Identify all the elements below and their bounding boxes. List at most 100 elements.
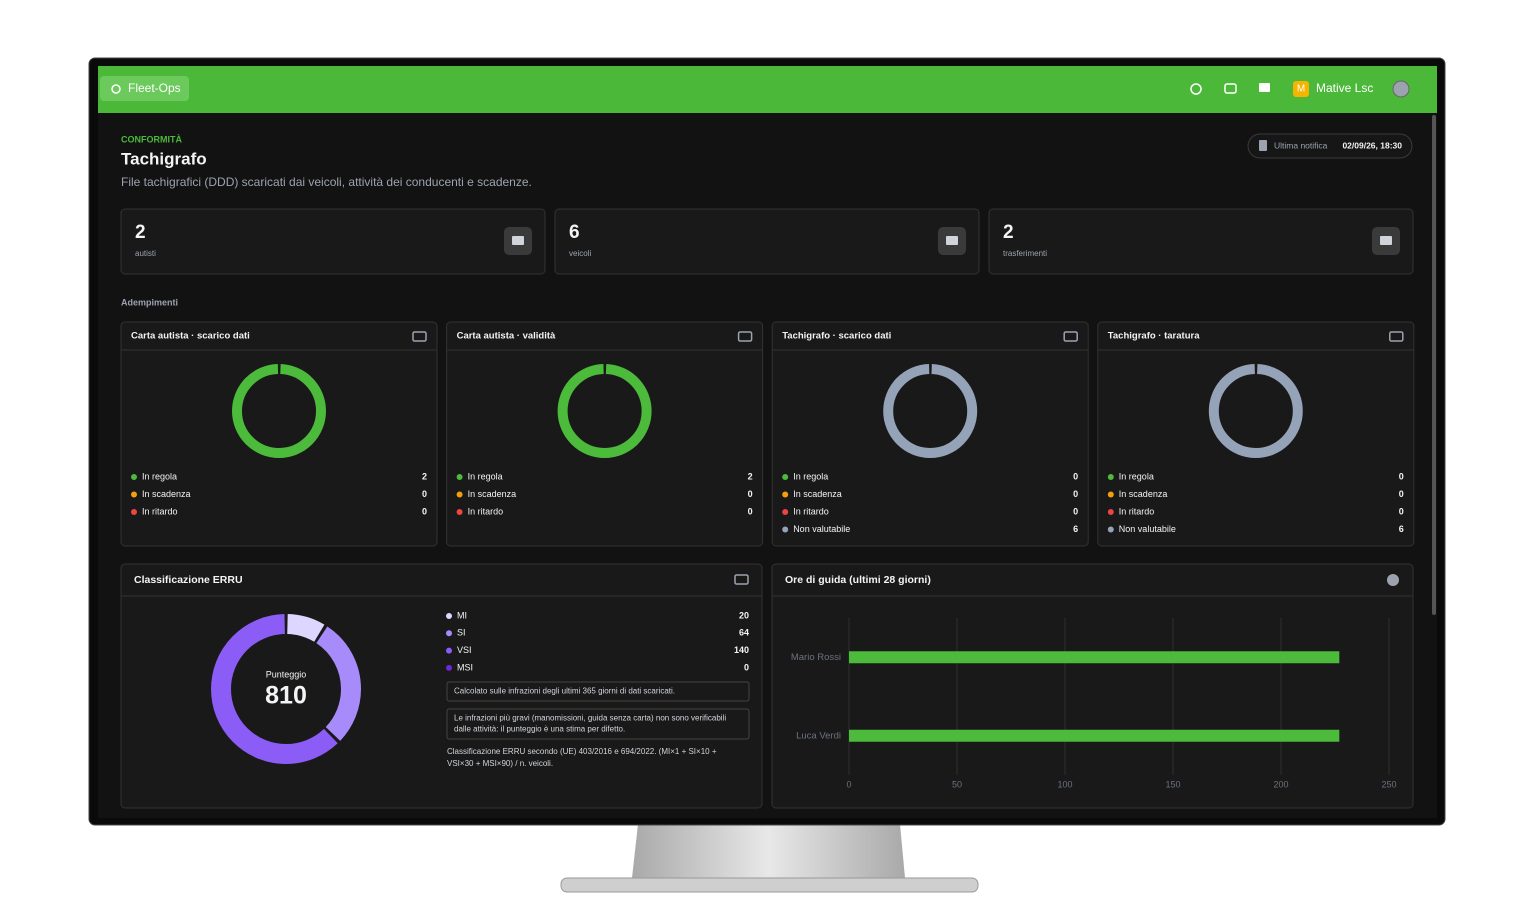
footnote: VSI×30 + MSI×90) / n. veicoli. [447, 759, 553, 768]
legend-label: In regola [793, 471, 828, 481]
card-title: Tachigrafo · scarico dati [782, 331, 891, 342]
legend-dot [1107, 474, 1114, 480]
legend-label: In ritardo [142, 506, 178, 516]
legend-value: 0 [748, 506, 753, 516]
legend-value: 0 [1073, 489, 1078, 499]
user-badge[interactable] [1293, 81, 1309, 97]
kpi-icon-glyph [946, 236, 958, 245]
card-title: Classificazione ERRU [134, 574, 243, 586]
notification-label: Ultima notifica [1274, 140, 1328, 150]
legend-value: 6 [1073, 524, 1078, 534]
card-icon [412, 331, 427, 342]
page-subtitle: File tachigrafici (DDD) scaricati dai ve… [121, 175, 532, 189]
donut-segment [883, 364, 978, 458]
legend-value: 0 [1073, 506, 1078, 516]
legend-label: In scadenza [1119, 489, 1168, 499]
chat-icon[interactable] [1259, 83, 1270, 92]
legend-value: 0 [744, 662, 749, 672]
card-icon [1063, 331, 1078, 342]
x-tick-label: 150 [1165, 779, 1180, 789]
inbox-icon[interactable] [1224, 83, 1237, 94]
legend-dot [782, 474, 789, 480]
language-icon[interactable] [1190, 83, 1202, 95]
card-icon [734, 574, 749, 585]
legend-value: 140 [734, 645, 749, 655]
scrollbar [1432, 115, 1436, 615]
legend-label: Non valutabile [1119, 524, 1176, 534]
user-initial: M [1297, 84, 1305, 95]
legend-dot [1107, 526, 1114, 533]
card [446, 321, 764, 547]
donut-segment [211, 614, 361, 764]
kpi-label: trasferimenti [1003, 249, 1047, 258]
card-icon [1387, 574, 1399, 586]
kpi-value: 2 [135, 222, 146, 243]
x-tick-label: 100 [1057, 779, 1072, 789]
legend-dot [131, 474, 137, 480]
donut-segment [232, 364, 326, 458]
note-text: Calcolato sulle infrazioni degli ultimi … [454, 687, 675, 696]
legend-label: Non valutabile [793, 524, 850, 534]
section-heading: Adempimenti [121, 297, 178, 307]
note-text: dalle attività: il punteggio è una stima… [454, 725, 625, 734]
legend-value: 64 [739, 628, 749, 638]
brand-button[interactable] [100, 76, 189, 101]
legend-value: 2 [422, 471, 427, 481]
legend-label: In ritardo [468, 506, 504, 516]
card [1097, 321, 1415, 547]
legend-label: In ritardo [793, 506, 829, 516]
legend-label: In regola [468, 471, 503, 481]
page-title: Tachigrafo [121, 149, 207, 168]
avatar[interactable] [1392, 80, 1410, 98]
score-value: 810 [265, 682, 307, 710]
legend-dot [131, 509, 137, 515]
card-title: Tachigrafo · taratura [1108, 331, 1200, 342]
monitor-base [560, 877, 979, 893]
legend-value: 0 [1399, 489, 1404, 499]
legend-value: 0 [748, 489, 753, 499]
card [771, 321, 1089, 547]
user-name[interactable]: Mative Lsc [1316, 81, 1373, 95]
kpi-icon-glyph [512, 236, 524, 245]
legend-dot [446, 647, 452, 654]
x-tick-label: 50 [952, 779, 962, 789]
donut-segment [211, 614, 361, 764]
legend-label: In ritardo [1119, 506, 1155, 516]
monitor-neck [632, 824, 905, 878]
legend-dot [456, 509, 463, 515]
legend-value: 0 [422, 506, 427, 516]
x-tick-label: 200 [1273, 779, 1288, 789]
legend-dot [1107, 509, 1114, 515]
card [771, 563, 1414, 809]
legend-dot [782, 491, 789, 498]
donut-segment [1208, 364, 1303, 458]
card-title: Carta autista · scarico dati [131, 331, 250, 342]
notification-pill[interactable] [1247, 133, 1413, 159]
legend-value: 2 [748, 471, 753, 481]
card [554, 208, 980, 275]
y-tick-label: Mario Rossi [791, 652, 841, 663]
legend-dot [446, 630, 452, 637]
donut-segment [557, 364, 652, 458]
note-box [446, 708, 750, 740]
legend-dot [446, 664, 452, 671]
legend-label: In scadenza [468, 489, 517, 499]
card-icon [1389, 331, 1404, 342]
card-icon [737, 331, 753, 342]
legend-dot [782, 526, 789, 533]
legend-label: In regola [142, 471, 177, 481]
brand-name[interactable]: Fleet-Ops [128, 81, 181, 95]
legend-value: 20 [739, 610, 749, 620]
legend-label: In scadenza [142, 489, 191, 499]
x-tick-label: 0 [846, 779, 851, 789]
kpi-value: 2 [1003, 222, 1014, 243]
section-label: CONFORMITÀ [121, 134, 182, 144]
legend-label: In regola [1119, 471, 1154, 481]
legend-value: 0 [422, 489, 427, 499]
legend-dot [131, 491, 137, 498]
legend-dot [782, 509, 789, 515]
card-title: Ore di guida (ultimi 28 giorni) [785, 574, 931, 586]
kpi-label: veicoli [569, 249, 591, 258]
